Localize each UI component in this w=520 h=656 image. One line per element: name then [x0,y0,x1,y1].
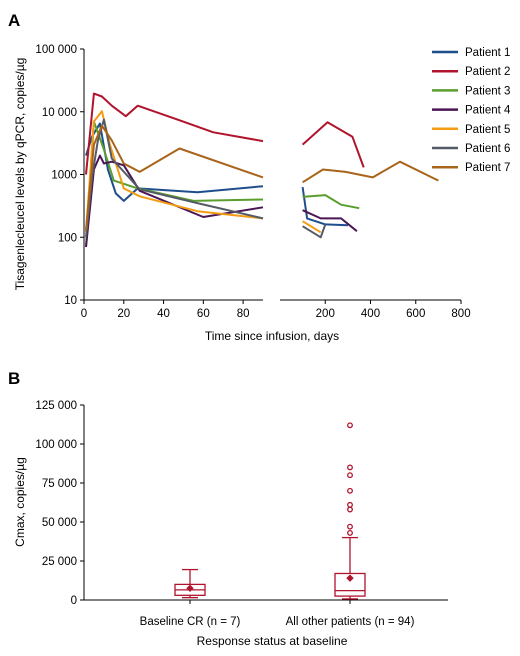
panel-a-series [85,92,439,248]
panel-a-y-tick-label: 100 [58,232,77,244]
series-line-patient-2-early [85,92,264,175]
panel-b-y-tick-label: 25 000 [42,556,77,568]
panel-b-y-tick-label: 125 000 [35,400,77,412]
panel-a-x-tick-label: 400 [361,308,380,320]
panel-a-y-tick-label: 1000 [51,170,77,182]
series-line-patient-5-early [85,110,264,233]
legend-label-patient-5: Patient 5 [465,124,510,136]
series-line-patient-4-late [302,209,358,232]
panel-b-y-axis-label: Cmax, copies/µg [13,457,27,547]
panel-a-y-tick-label: 10 [64,295,77,307]
panel-a-legend: Patient 1 Patient 2 Patient 3 Patient 4 Pati… [432,47,511,174]
legend-label-patient-6: Patient 6 [465,143,510,155]
panel-a-x-tick-label: 200 [316,308,335,320]
panel-b-y-tick-label: 0 [71,595,77,607]
panel-b-y-tick-label: 100 000 [35,439,77,451]
panel-a-x-axis-label: Time since infusion, days [205,329,339,343]
series-line-patient-1-late [301,186,348,227]
series-line-patient-5-late [302,220,322,234]
panel-a-label: A [8,11,20,30]
panel-a-axes: 10 100 1000 10 000 100 000 0 20 40 60 80 200 400 600… [35,44,470,320]
series-line-patient-7-early [85,124,264,231]
panel-b-x-tick-label-baseline-cr: Baseline CR (n = 7) [140,616,241,628]
panel-b-x-axis-label: Response status at baseline [197,634,348,648]
box-all-other-patients [334,572,366,597]
legend-label-patient-1: Patient 1 [465,47,510,59]
panel-a-y-axis-label: Tisagenlecleucel levels by qPCR, copies/… [13,58,27,291]
panel-a-x-tick-label: 800 [451,308,470,320]
outlier-point-all-other-patients [347,501,353,508]
outlier-point-all-other-patients [347,529,353,536]
outlier-point-all-other-patients [347,506,353,513]
panel-b-boxes [174,422,366,600]
panel-b-y-tick-label: 50 000 [42,517,77,529]
panel-a-y-tick-label: 100 000 [35,44,77,56]
panel-b-label: B [8,369,20,388]
outlier-point-all-other-patients [347,464,353,471]
panel-b-x-tick-label-all-other-patients: All other patients (n = 94) [286,616,415,628]
mean-marker-baseline-cr [186,584,194,593]
panel-a-x-tick-label: 80 [237,308,250,320]
panel-a-x-tick-label: 0 [81,308,87,320]
outlier-point-all-other-patients [347,523,353,530]
panel-b-y-tick-label: 75 000 [42,478,77,490]
series-line-patient-4-early [85,154,264,248]
series-line-patient-6-early [85,118,264,238]
panel-a-x-tick-label: 40 [157,308,170,320]
panel-a-x-tick-label: 600 [406,308,425,320]
panel-a-x-tick-label: 60 [197,308,210,320]
series-line-patient-7-late [302,160,439,184]
panel-a-y-tick-label: 10 000 [42,107,77,119]
panel-a-x-tick-label: 20 [117,308,130,320]
series-line-patient-1-early [85,122,264,202]
series-line-patient-2-late [301,121,365,168]
series-line-patient-6-late [302,224,327,239]
legend-label-patient-2: Patient 2 [465,66,510,78]
outlier-point-all-other-patients [347,472,353,479]
series-line-patient-3-late [302,194,360,210]
mean-marker-all-other-patients [346,574,354,582]
panel-a-chart: 10 100 1000 10 000 100 000 0 20 40 60 80 200 400 600… [13,44,511,343]
legend-label-patient-4: Patient 4 [465,105,511,117]
legend-label-patient-7: Patient 7 [465,162,510,174]
panel-b-axes: 0 25 000 50 000 75 000 100 000 125 000 Baselin… [35,400,448,628]
panel-b-chart: 0 25 000 50 000 75 000 100 000 125 000 Baselin… [13,400,448,648]
outlier-point-all-other-patients [347,487,353,494]
legend-label-patient-3: Patient 3 [465,85,510,97]
outlier-point-all-other-patients [347,422,353,429]
